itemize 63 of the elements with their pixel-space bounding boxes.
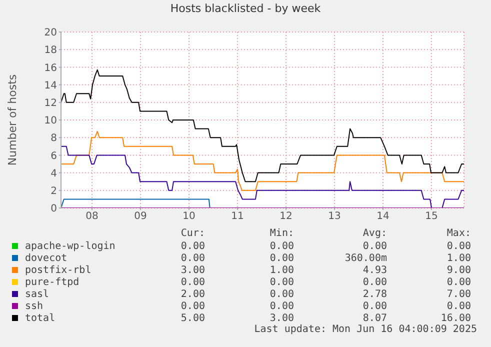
text: 4.93 — [362, 264, 387, 276]
text: 0.00 — [180, 276, 205, 288]
y-tick-label: 2 — [50, 186, 57, 197]
text: Avg: — [362, 228, 387, 240]
text: 0.00 — [362, 240, 387, 252]
legend-label: ssh — [25, 300, 44, 312]
text: 0.00 — [268, 288, 294, 300]
text: 8.07 — [362, 312, 387, 324]
text: Last update: Mon Jun 16 04:00:09 2025 — [254, 324, 477, 335]
legend-label: apache-wp-login — [25, 240, 116, 252]
legend-label: total — [25, 312, 56, 324]
y-tick-label: 18 — [44, 45, 57, 56]
line-series — [61, 69, 464, 182]
y-tick-label: 10 — [44, 116, 57, 127]
text: 0.00 — [268, 276, 294, 288]
text: 5.00 — [180, 312, 205, 324]
x-tick-label: 13 — [328, 211, 341, 222]
legend-label: sasl — [25, 288, 50, 300]
text: 0.00 — [446, 240, 471, 252]
x-tick-label: 10 — [182, 211, 196, 222]
x-tick-label: 09 — [134, 211, 147, 222]
legend-label: dovecot — [25, 252, 68, 264]
y-tick-label: 12 — [44, 98, 57, 109]
x-tick-label: 08 — [86, 211, 98, 222]
line-series — [61, 130, 464, 191]
text: 0.00 — [268, 252, 294, 264]
chart-title: Hosts blacklisted - by week — [169, 2, 322, 15]
y-tick-label: 16 — [44, 62, 57, 74]
y-tick-label: 6 — [50, 150, 57, 162]
y-tick-label: 0 — [50, 204, 57, 215]
text: 0.00 — [180, 240, 205, 252]
legend-label: pure-ftpd — [25, 276, 80, 288]
text: 16.00 — [440, 312, 471, 324]
text: Min: — [268, 228, 294, 240]
text: 9.00 — [446, 264, 471, 276]
legend-label: postfix-rbl — [25, 264, 92, 276]
text: 3.00 — [268, 312, 294, 324]
y-tick-label: 8 — [50, 133, 57, 144]
text: 0.00 — [180, 300, 205, 312]
text: 2.00 — [180, 288, 205, 300]
text: 0.00 — [268, 300, 294, 312]
text: 0.00 — [362, 276, 387, 288]
x-tick-label: 11 — [231, 211, 244, 222]
text: 360.00m — [344, 252, 387, 264]
x-tick-label: 15 — [425, 211, 438, 222]
text: 1.00 — [268, 264, 294, 276]
text: 3.00 — [180, 264, 205, 276]
text: 1.00 — [446, 252, 471, 264]
text: 0.00 — [268, 240, 294, 252]
text: 2.78 — [362, 288, 387, 300]
text: 0.00 — [362, 300, 387, 312]
y-axis-title: Number of hosts — [6, 74, 19, 166]
x-tick-label: 12 — [280, 211, 292, 222]
y-tick-label: 20 — [44, 28, 57, 39]
text: Cur: — [180, 228, 205, 240]
text: Max: — [446, 228, 471, 240]
text: 7.00 — [446, 288, 471, 300]
x-tick-label: 14 — [376, 211, 390, 222]
y-tick-label: 4 — [50, 168, 57, 180]
text: 0.00 — [446, 276, 471, 288]
y-tick-label: 14 — [44, 80, 57, 92]
text: 0.00 — [446, 300, 471, 312]
text: 0.00 — [180, 252, 205, 264]
